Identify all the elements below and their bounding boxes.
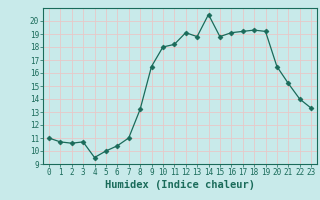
X-axis label: Humidex (Indice chaleur): Humidex (Indice chaleur) (105, 180, 255, 190)
